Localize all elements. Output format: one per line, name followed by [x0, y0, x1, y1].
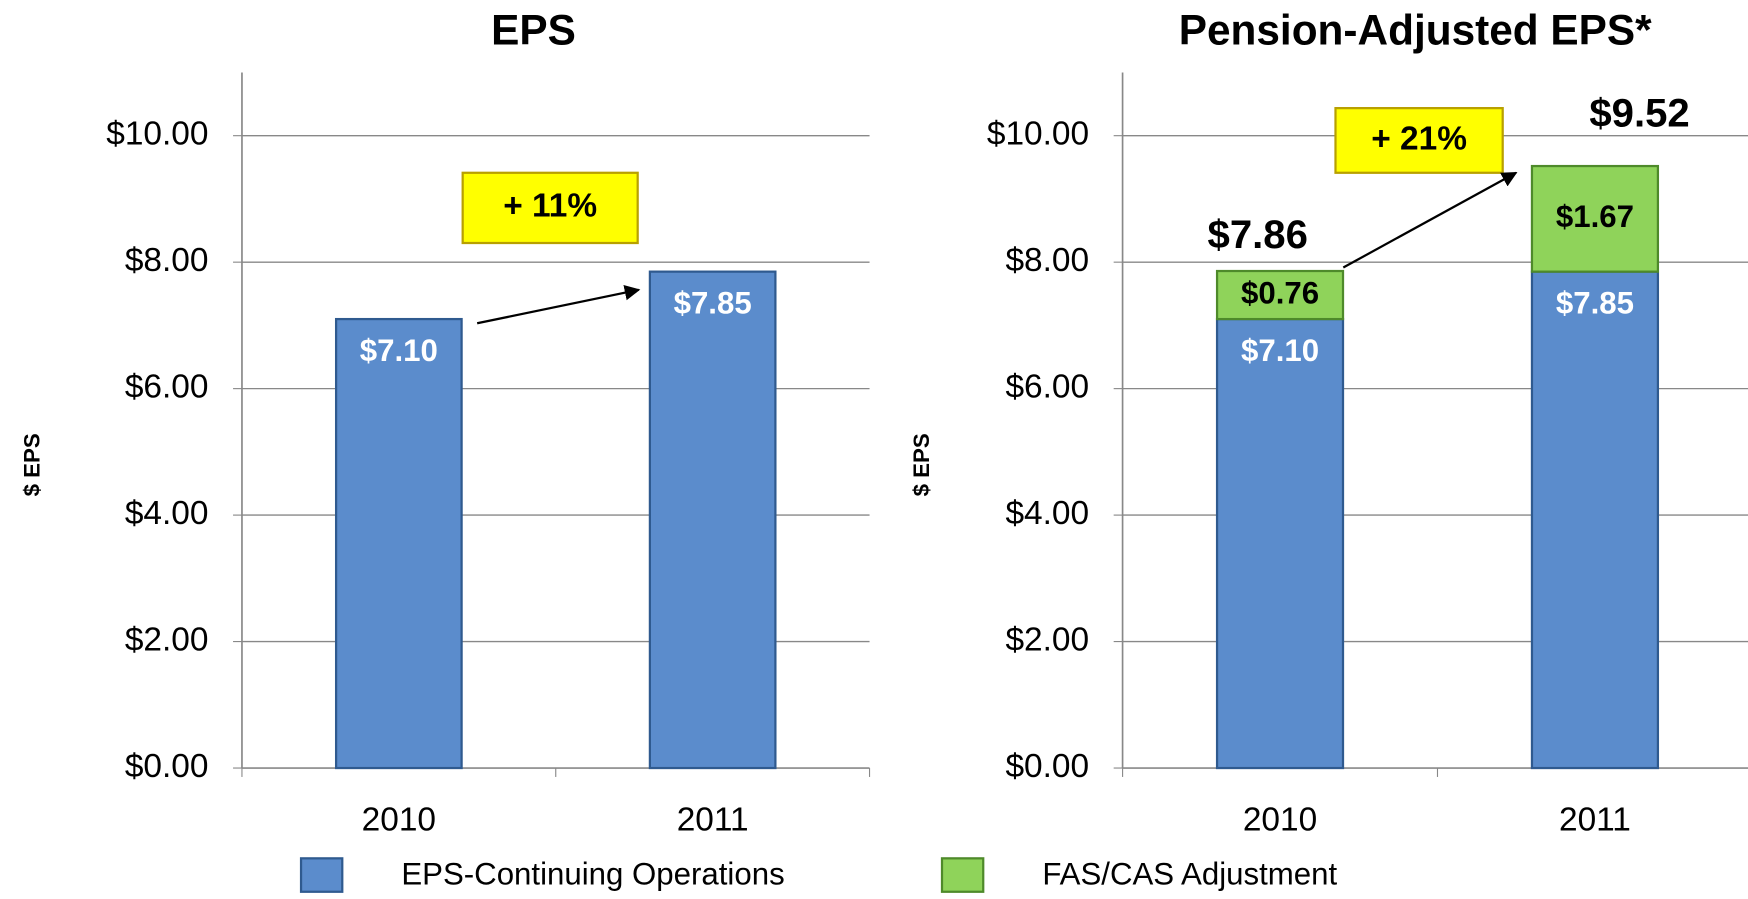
- legend-swatch: [299, 857, 344, 893]
- growth-arrow: [476, 285, 641, 325]
- y-tick-label: $2.00: [1005, 621, 1089, 658]
- legend-label: FAS/CAS Adjustment: [1042, 856, 1337, 891]
- bar: [648, 270, 777, 770]
- y-tick-label: $0.00: [125, 748, 209, 785]
- annotation: + 21%: [1371, 120, 1467, 157]
- segment-value-label: $1.67: [1556, 199, 1634, 234]
- bar-segment: [1215, 317, 1345, 770]
- growth-arrow: [1342, 171, 1518, 269]
- bar-segment: [1215, 269, 1345, 321]
- chart-title: EPS: [491, 7, 576, 54]
- y-axis-label: $ EPS: [19, 433, 44, 496]
- y-tick-label: $2.00: [125, 621, 209, 658]
- y-tick-label: $10.00: [106, 116, 208, 153]
- y-tick-label: $6.00: [125, 368, 209, 405]
- y-tick-label: $10.00: [987, 116, 1089, 153]
- y-tick-label: $0.00: [1005, 748, 1089, 785]
- y-tick-label: $8.00: [1005, 242, 1089, 279]
- annotation-box: [461, 171, 639, 245]
- y-tick-label: $4.00: [125, 495, 209, 532]
- annotation: + 11%: [503, 188, 597, 225]
- bar: [334, 317, 463, 770]
- segment-value-label: $7.85: [1556, 285, 1634, 320]
- bar-value-label: $7.85: [674, 285, 752, 320]
- x-tick-label: 2010: [362, 801, 436, 838]
- annotation-box: [1334, 107, 1504, 174]
- x-tick-label: 2011: [677, 801, 749, 838]
- y-tick-label: $4.00: [1005, 495, 1089, 532]
- x-tick-label: 2011: [1559, 801, 1631, 838]
- y-tick-label: $8.00: [125, 242, 209, 279]
- bar-segment: [1530, 164, 1660, 273]
- x-tick-label: 2010: [1243, 801, 1317, 838]
- legend-label: EPS-Continuing Operations: [401, 856, 784, 891]
- chart-title: Pension-Adjusted EPS*: [1179, 7, 1652, 54]
- legend-swatch: [940, 857, 985, 893]
- bar-value-label: $7.10: [360, 333, 438, 368]
- total-label: $9.52: [1589, 90, 1689, 135]
- bar-segment: [1530, 270, 1660, 770]
- y-axis-label: $ EPS: [909, 433, 934, 496]
- segment-value-label: $7.10: [1241, 333, 1319, 368]
- total-label: $7.86: [1208, 212, 1308, 257]
- segment-value-label: $0.76: [1241, 275, 1319, 310]
- y-tick-label: $6.00: [1005, 368, 1089, 405]
